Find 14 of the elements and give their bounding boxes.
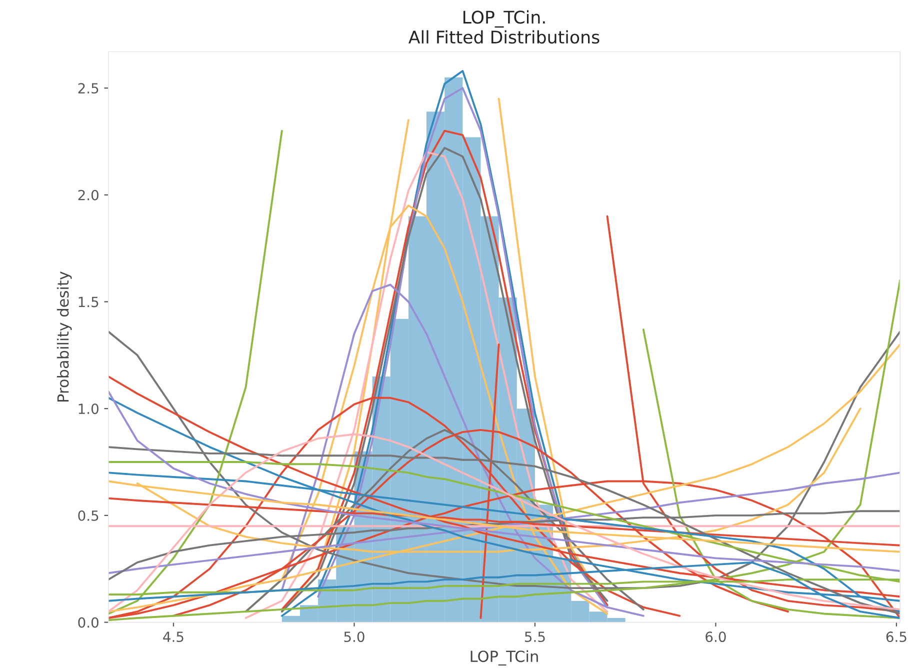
y-tick-label: 0.5: [78, 510, 98, 521]
y-tick-label: 1.0: [78, 404, 98, 414]
x-tick-label: 5.0: [344, 632, 364, 642]
y-axis-title: Probability desity: [56, 271, 72, 402]
x-tick-label: 5.5: [524, 632, 545, 642]
x-tick-label: 4.5: [163, 632, 184, 642]
x-tick-label: 6.5: [886, 632, 906, 642]
chart-title: LOP_TCin. All Fitted Distributions: [408, 10, 600, 44]
y-tick-label: 2.0: [78, 190, 98, 200]
y-tick-label: 1.5: [78, 296, 98, 308]
y-tick-label: 0.0: [78, 617, 98, 628]
x-axis-title: LOP_TCin: [470, 650, 538, 666]
x-tick-label: 6.0: [706, 632, 726, 642]
y-tick-label: 2.5: [78, 83, 98, 94]
